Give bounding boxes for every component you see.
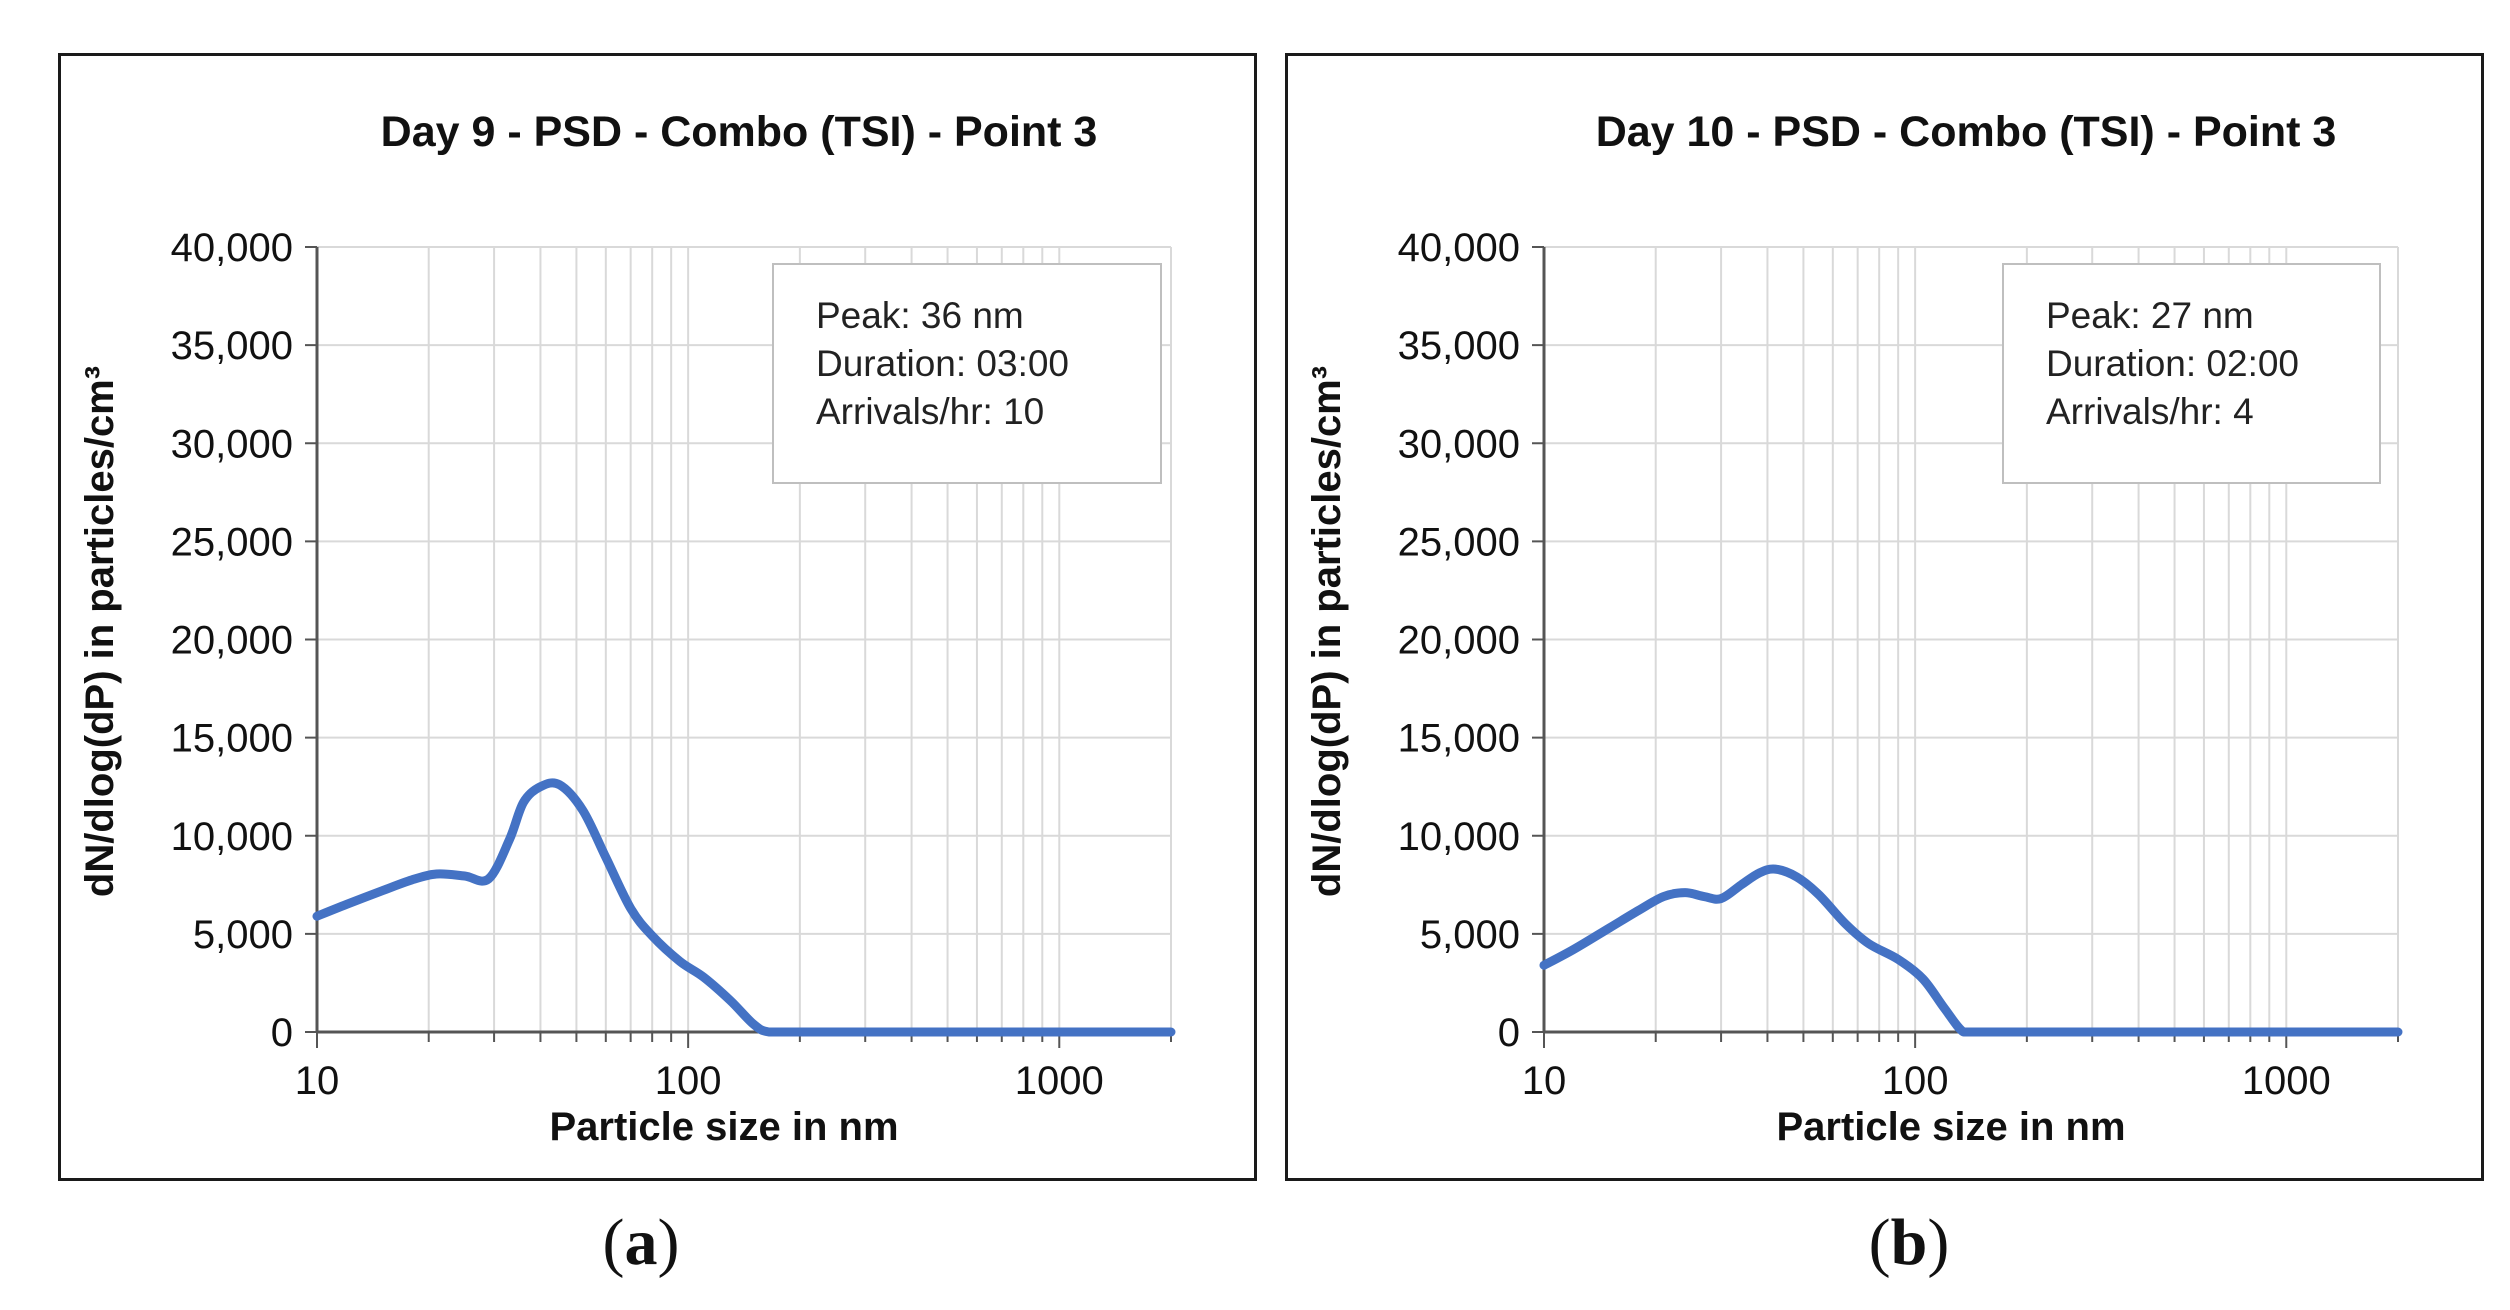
caption-b: (b): [1868, 1206, 1950, 1279]
chart-b-x-axis-title: Particle size in nm: [1776, 1105, 2125, 1149]
chart-a-annotation-line: Peak: 36 nm: [816, 295, 1024, 336]
chart-a-x-tick-label: 1000: [1015, 1059, 1104, 1103]
chart-a-title: Day 9 - PSD - Combo (TSI) - Point 3: [381, 108, 1098, 156]
caption-b-letter: b: [1890, 1206, 1928, 1279]
chart-a-y-tick-label: 25,000: [171, 520, 293, 564]
caption-a: (a): [602, 1206, 680, 1279]
chart-a-x-axis-title: Particle size in nm: [549, 1105, 898, 1149]
chart-a-y-axis-title: dN/dlog(dP) in particles/cm³: [78, 366, 122, 897]
chart-b-y-tick-label: 40,000: [1398, 226, 1520, 270]
chart-b-annotation-line: Peak: 27 nm: [2046, 295, 2254, 336]
chart-a-svg: Day 9 - PSD - Combo (TSI) - Point 3 0 5,00…: [78, 108, 1176, 1149]
chart-b-x-tick-label: 100: [1882, 1059, 1949, 1103]
chart-b-x-tick-label: 10: [1522, 1059, 1567, 1103]
chart-a-x-tick-label: 100: [655, 1059, 722, 1103]
chart-a-annotation-line: Arrivals/hr: 10: [816, 391, 1044, 432]
chart-b-series-line: [1539, 864, 2403, 1037]
chart-b-x-tick-label: 1000: [2242, 1059, 2331, 1103]
chart-b-y-axis-title: dN/dlog(dP) in particles/cm³: [1305, 366, 1349, 897]
chart-a-annotation-line: Duration: 03:00: [816, 343, 1069, 384]
chart-a-y-tick-label: 0: [271, 1011, 293, 1055]
chart-panel-a: Day 9 - PSD - Combo (TSI) - Point 3 0 5,00…: [58, 53, 1257, 1181]
caption-a-letter: a: [624, 1206, 658, 1279]
chart-b-title: Day 10 - PSD - Combo (TSI) - Point 3: [1596, 108, 2337, 156]
chart-a-y-tick-label: 35,000: [171, 324, 293, 368]
chart-a-annotation-frame: [772, 263, 1162, 484]
chart-b-y-tick-label: 0: [1498, 1011, 1520, 1055]
chart-a-annotation-box: Peak: 36 nm Duration: 03:00 Arrivals/hr: 1…: [772, 263, 1162, 484]
chart-a-y-tick-label: 5,000: [193, 913, 293, 957]
chart-b-annotation-line: Arrivals/hr: 4: [2046, 391, 2254, 432]
chart-b-annotation-box: Peak: 27 nm Duration: 02:00 Arrivals/hr: 4: [2002, 263, 2381, 484]
chart-b-y-tick-label: 5,000: [1420, 913, 1520, 957]
chart-b-y-tick-label: 30,000: [1398, 422, 1520, 466]
chart-a-y-tick-label: 15,000: [171, 717, 293, 761]
chart-panel-b: Day 10 - PSD - Combo (TSI) - Point 3 0 5,0…: [1285, 53, 2484, 1181]
chart-b-annotation-frame: [2002, 263, 2381, 484]
chart-a-y-tick-label: 20,000: [171, 619, 293, 663]
chart-a-series-line: [312, 778, 1176, 1037]
chart-b-y-tick-label: 35,000: [1398, 324, 1520, 368]
chart-b-y-tick-label: 10,000: [1398, 815, 1520, 859]
chart-a-x-tick-label: 10: [295, 1059, 340, 1103]
chart-b-svg: Day 10 - PSD - Combo (TSI) - Point 3 0 5,0…: [1305, 108, 2403, 1149]
chart-a-y-tick-label: 10,000: [171, 815, 293, 859]
chart-b-y-tick-label: 25,000: [1398, 520, 1520, 564]
chart-b-y-tick-label: 20,000: [1398, 619, 1520, 663]
chart-a-y-tick-label: 40,000: [171, 226, 293, 270]
chart-a-y-tick-label: 30,000: [171, 422, 293, 466]
chart-b-y-tick-label: 15,000: [1398, 717, 1520, 761]
chart-b-annotation-line: Duration: 02:00: [2046, 343, 2299, 384]
